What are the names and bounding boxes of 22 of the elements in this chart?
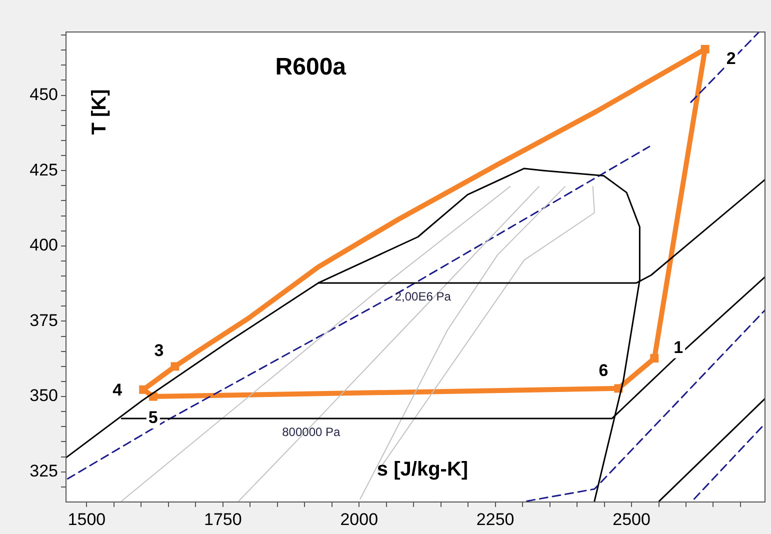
annotation: 800000 Pa bbox=[282, 424, 341, 439]
x-tick-label: 1750 bbox=[204, 510, 242, 529]
y-tick-label: 425 bbox=[30, 160, 58, 180]
y-tick-label: 375 bbox=[30, 310, 58, 330]
annotation: 2 bbox=[726, 48, 736, 68]
text: R600a bbox=[275, 54, 347, 81]
annotation: 4 bbox=[112, 380, 123, 400]
x-tick-label: 2250 bbox=[476, 510, 514, 529]
y-tick-label: 350 bbox=[30, 386, 58, 406]
annotation: 5 bbox=[148, 408, 158, 428]
x-axis-title: s [J/kg-K] bbox=[376, 458, 468, 481]
x-tick-label: 1500 bbox=[68, 510, 106, 529]
y-tick-label: 400 bbox=[30, 236, 58, 255]
annotation: 1 bbox=[674, 338, 684, 357]
annotation: 2,00E6 Pa bbox=[394, 289, 452, 304]
y-tick-label: 450 bbox=[30, 84, 58, 104]
annotation: 3 bbox=[154, 341, 164, 360]
y-axis-title: T [K] bbox=[88, 89, 111, 135]
annotation: 6 bbox=[598, 361, 608, 380]
x-tick-label: 2500 bbox=[612, 510, 650, 529]
y-tick-label: 325 bbox=[30, 462, 58, 481]
x-tick-label: 2000 bbox=[340, 510, 378, 529]
